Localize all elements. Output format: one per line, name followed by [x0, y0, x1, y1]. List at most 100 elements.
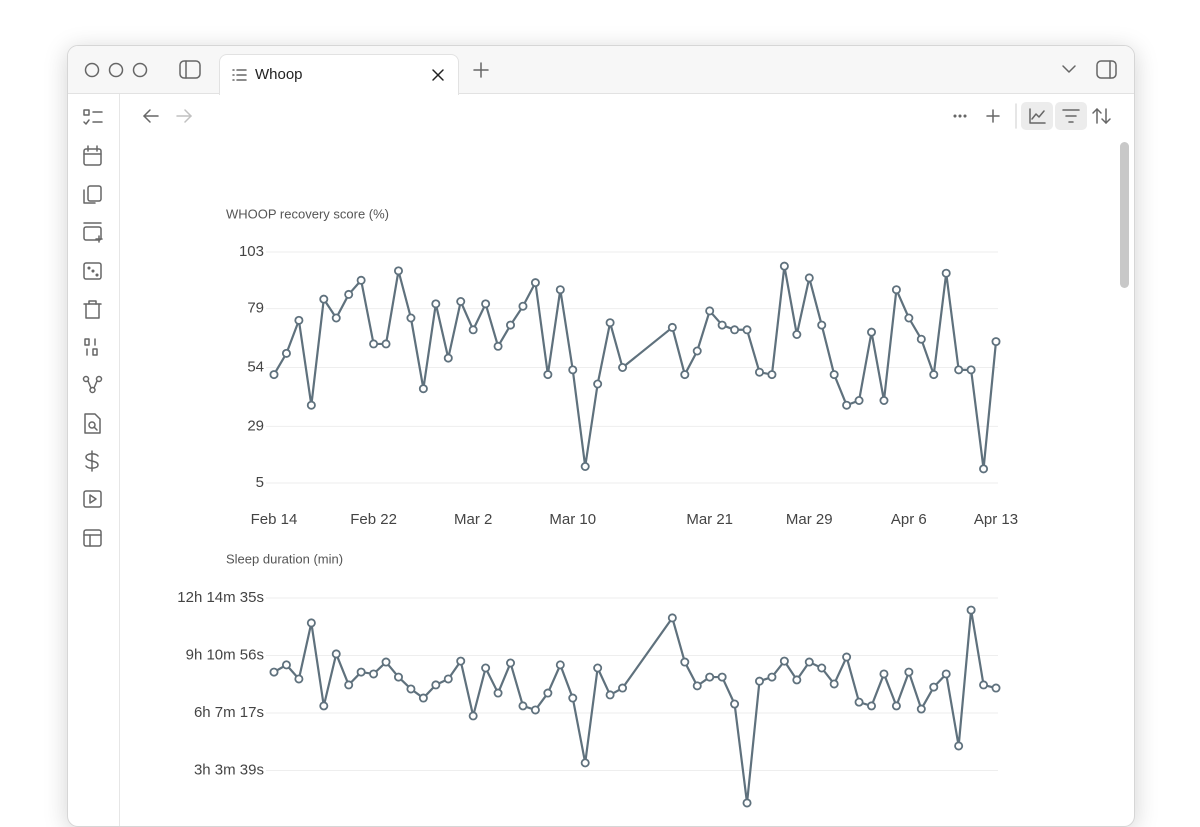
- data-point: [493, 341, 503, 351]
- data-point: [593, 379, 603, 389]
- data-point: [804, 273, 814, 283]
- minimize-window[interactable]: [108, 62, 124, 78]
- data-point: [605, 690, 615, 700]
- data-point: [344, 680, 354, 690]
- app-window: Whoop WHOOP recovery score (%) 5 29 5: [67, 45, 1135, 827]
- data-point: [468, 325, 478, 335]
- data-point: [580, 758, 590, 768]
- data-point: [369, 669, 379, 679]
- data-point: [281, 348, 291, 358]
- x-tick-label: Mar 29: [786, 511, 833, 528]
- sidebar-toggle[interactable]: [179, 60, 201, 79]
- more-options[interactable]: [953, 114, 967, 118]
- data-point: [879, 395, 889, 405]
- data-point: [393, 672, 403, 682]
- data-point: [767, 672, 777, 682]
- new-canvas-icon[interactable]: [83, 222, 103, 243]
- data-point: [431, 680, 441, 690]
- data-point: [929, 370, 939, 380]
- data-point: [904, 313, 914, 323]
- charts: WHOOP recovery score (%) 5 29 54 79 103 Feb 14…: [177, 206, 1018, 808]
- data-point: [331, 313, 341, 323]
- data-point: [854, 697, 864, 707]
- scrollbar[interactable]: [1120, 142, 1129, 288]
- x-tick-label: Feb 22: [350, 511, 397, 528]
- data-point: [406, 313, 416, 323]
- zoom-window[interactable]: [132, 62, 148, 78]
- data-point: [294, 674, 304, 684]
- data-point: [754, 676, 764, 686]
- calendar-icon[interactable]: [83, 145, 102, 166]
- data-point: [356, 667, 366, 677]
- data-point: [730, 699, 740, 709]
- data-point: [506, 320, 516, 330]
- close-tab[interactable]: [431, 68, 445, 82]
- data-point: [804, 657, 814, 667]
- data-point: [979, 464, 989, 474]
- forward-button[interactable]: [176, 109, 192, 123]
- tab[interactable]: Whoop: [219, 54, 459, 95]
- layout-icon[interactable]: [83, 529, 102, 547]
- data-line: [273, 608, 997, 805]
- data-point: [319, 294, 329, 304]
- copy-icon[interactable]: [83, 185, 102, 204]
- y-tick-label: 9h 10m 56s: [186, 646, 264, 663]
- new-tab[interactable]: [473, 62, 489, 78]
- ribbon: [68, 94, 120, 826]
- y-tick-label: 54: [247, 358, 264, 375]
- data-point: [966, 605, 976, 615]
- data-point: [779, 656, 789, 666]
- data-point: [431, 299, 441, 309]
- data-point: [792, 329, 802, 339]
- tab-list[interactable]: [1062, 65, 1076, 73]
- x-tick-label: Mar 2: [454, 511, 492, 528]
- data-point: [829, 679, 839, 689]
- data-point: [991, 683, 1001, 693]
- data-point: [306, 618, 316, 628]
- data-point: [867, 701, 877, 711]
- right-sidebar-toggle[interactable]: [1096, 60, 1117, 79]
- add-button[interactable]: [986, 109, 1000, 123]
- random-icon[interactable]: [83, 262, 102, 280]
- data-point: [356, 275, 366, 285]
- data-point: [867, 327, 877, 337]
- data-point: [381, 339, 391, 349]
- data-point: [456, 656, 466, 666]
- search-file-icon[interactable]: [84, 413, 101, 434]
- data-point: [829, 370, 839, 380]
- x-tick-label: Feb 14: [251, 511, 298, 528]
- data-point: [779, 261, 789, 271]
- graph-icon[interactable]: [82, 375, 103, 394]
- data-point: [941, 669, 951, 679]
- data-point: [717, 672, 727, 682]
- y-tick-label: 103: [239, 243, 264, 260]
- data-point: [941, 268, 951, 278]
- data-point: [692, 681, 702, 691]
- currency-icon[interactable]: [85, 450, 99, 472]
- chart-title: WHOOP recovery score (%): [226, 206, 389, 221]
- binary-icon[interactable]: [84, 338, 98, 356]
- data-line: [273, 265, 998, 470]
- data-point: [667, 322, 677, 332]
- trash-icon[interactable]: [83, 300, 102, 319]
- sort-button[interactable]: [1092, 108, 1111, 124]
- data-point: [493, 688, 503, 698]
- x-tick-label: Apr 13: [974, 511, 1018, 528]
- data-point: [456, 296, 466, 306]
- slides-icon[interactable]: [83, 490, 102, 508]
- x-tick-label: Apr 6: [891, 511, 927, 528]
- data-point: [506, 658, 516, 668]
- data-point: [667, 613, 677, 623]
- x-tick-label: Mar 10: [549, 511, 596, 528]
- data-point: [319, 701, 329, 711]
- tasks-icon[interactable]: [83, 109, 103, 125]
- data-point: [418, 693, 428, 703]
- data-point: [692, 346, 702, 356]
- data-point: [443, 353, 453, 363]
- close-window[interactable]: [84, 62, 100, 78]
- data-point: [306, 400, 316, 410]
- data-point: [543, 688, 553, 698]
- data-point: [281, 660, 291, 670]
- tab-icon: [232, 69, 247, 81]
- back-button[interactable]: [143, 109, 159, 123]
